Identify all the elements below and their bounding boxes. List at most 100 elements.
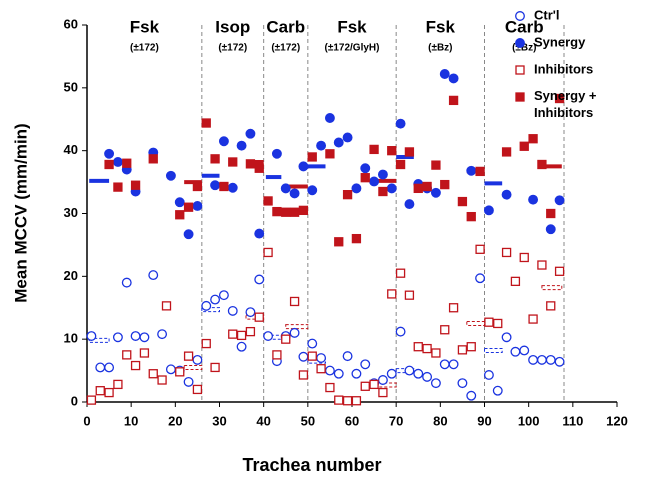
data-point <box>210 362 220 373</box>
data-point <box>165 170 176 181</box>
data-point <box>201 300 212 311</box>
data-point <box>395 268 406 278</box>
data-point <box>404 290 415 300</box>
data-point <box>377 169 388 180</box>
data-point <box>271 148 282 159</box>
data-point <box>483 205 494 216</box>
data-point <box>413 368 424 379</box>
x-tick-label: 100 <box>518 413 540 428</box>
data-point <box>113 379 123 390</box>
data-point <box>298 351 309 362</box>
data-point <box>448 95 459 106</box>
data-point <box>122 350 132 360</box>
data-point <box>280 183 291 194</box>
x-tick-label: 50 <box>301 413 315 428</box>
data-point <box>545 224 556 235</box>
data-point <box>342 396 353 406</box>
data-point <box>387 289 397 299</box>
data-point <box>492 385 503 396</box>
group-label: Isop <box>215 17 250 36</box>
data-point <box>378 186 388 197</box>
group-sublabel: (±Bz) <box>512 43 536 54</box>
data-point <box>298 205 309 216</box>
data-point <box>289 188 300 199</box>
data-point <box>466 165 477 176</box>
data-point <box>333 137 344 148</box>
data-point <box>483 370 494 380</box>
y-tick-label: 40 <box>64 142 78 157</box>
data-point <box>404 199 415 210</box>
data-point <box>333 368 344 379</box>
data-point <box>210 294 221 305</box>
data-point <box>545 354 556 365</box>
data-point <box>245 326 256 337</box>
data-point <box>298 161 309 172</box>
data-point <box>422 181 432 192</box>
data-point <box>218 290 229 301</box>
data-point <box>431 348 441 358</box>
data-point <box>457 378 468 389</box>
group-sublabel: (±Bz) <box>428 43 452 54</box>
data-point <box>475 244 485 254</box>
data-point <box>325 149 335 159</box>
x-tick-label: 40 <box>256 413 270 428</box>
data-point <box>457 196 468 207</box>
data-point <box>281 334 291 344</box>
data-point <box>192 384 203 395</box>
data-point <box>175 210 185 220</box>
data-point <box>174 197 185 208</box>
data-point <box>466 390 477 401</box>
data-point <box>289 207 300 217</box>
data-point <box>369 176 380 187</box>
data-point <box>263 196 273 206</box>
group-sublabel: (±172) <box>218 43 247 54</box>
data-point <box>148 270 159 281</box>
data-point <box>183 202 194 212</box>
data-point <box>395 118 406 129</box>
data-point <box>245 128 256 139</box>
x-axis-title: Trachea number <box>242 455 381 475</box>
y-axis-title: Mean MCCV (mm/min) <box>11 123 30 302</box>
data-point <box>501 247 512 258</box>
data-point <box>227 182 238 193</box>
data-point <box>227 305 238 316</box>
group-sublabel: (±172) <box>271 43 300 54</box>
data-point <box>448 73 459 84</box>
data-point <box>86 331 97 341</box>
data-point <box>210 180 221 191</box>
data-point <box>122 158 132 168</box>
data-point <box>307 152 317 162</box>
group-sublabel: (±172) <box>130 43 159 54</box>
data-point <box>528 314 538 324</box>
x-tick-label: 0 <box>83 413 90 428</box>
data-point <box>316 140 327 151</box>
data-point <box>466 342 476 352</box>
group-label: Fsk <box>130 17 160 36</box>
data-point <box>334 237 344 247</box>
data-point <box>386 183 397 194</box>
data-point <box>519 345 530 356</box>
data-point <box>413 183 423 194</box>
data-point <box>139 332 150 343</box>
x-tick-label: 10 <box>124 413 138 428</box>
data-point <box>157 375 167 385</box>
data-point <box>165 364 176 375</box>
data-point <box>112 332 123 343</box>
data-point <box>95 362 106 373</box>
data-point <box>218 136 229 147</box>
data-point <box>334 395 344 405</box>
data-point <box>519 141 529 151</box>
data-point <box>113 182 123 192</box>
legend-label: Ctr'l <box>534 7 559 22</box>
data-point <box>272 206 282 217</box>
data-point <box>537 260 547 270</box>
data-point <box>369 144 379 155</box>
data-point <box>307 185 318 196</box>
data-point <box>501 332 512 343</box>
group-label: Fsk <box>337 17 367 36</box>
x-tick-label: 30 <box>212 413 226 428</box>
data-point <box>130 331 141 341</box>
legend-label: Inhibitors <box>534 61 593 76</box>
data-point <box>448 303 459 313</box>
